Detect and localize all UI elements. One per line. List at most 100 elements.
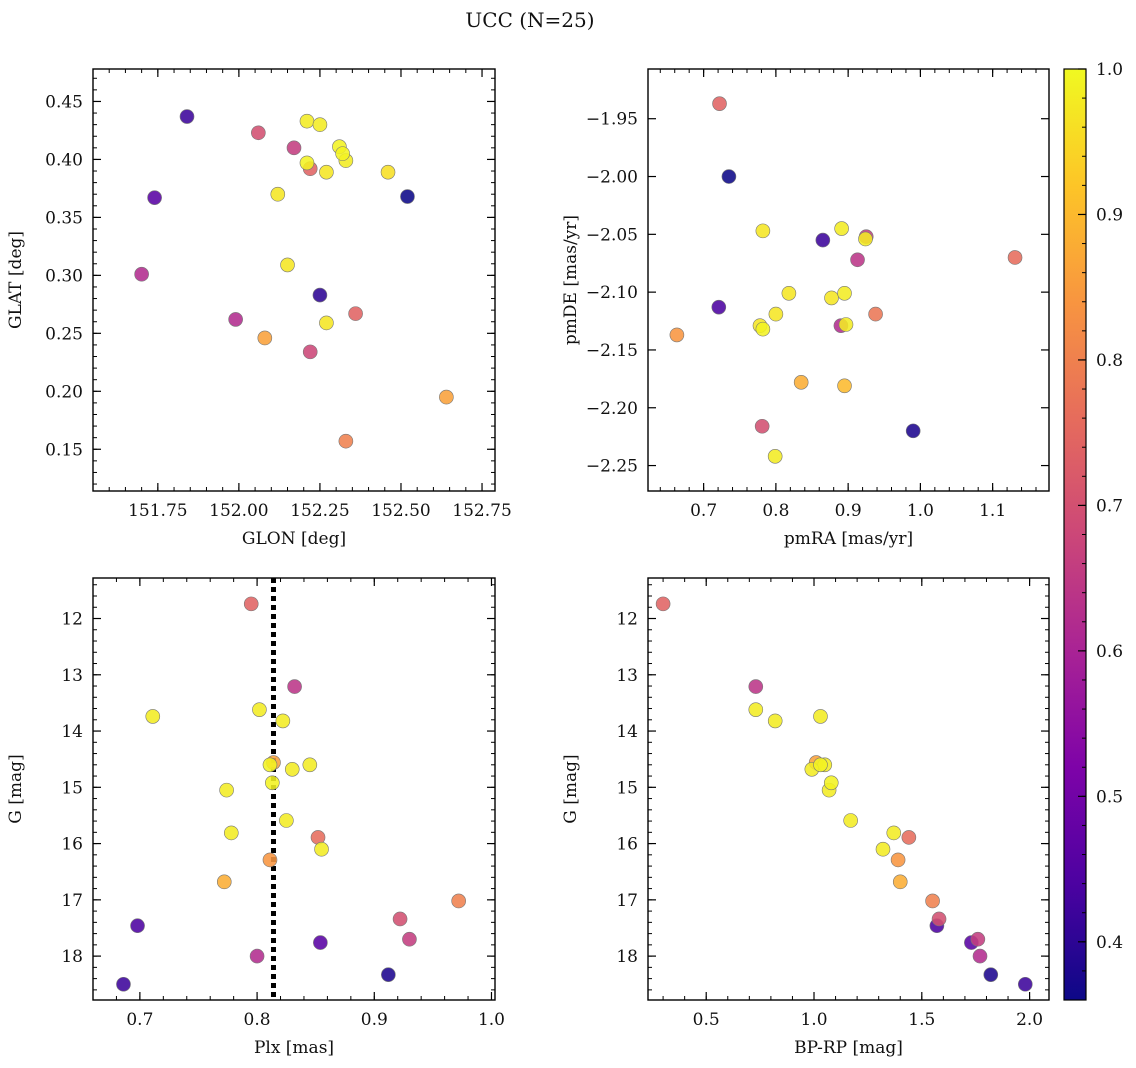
data-point [381,967,396,982]
plot-frame [92,68,496,492]
data-point [284,762,300,777]
minor-ticks [659,69,1037,491]
data-point [314,841,329,857]
x-tick-label: 0.9 [835,501,862,521]
colorbar-gradient [1064,69,1086,1000]
data-point [145,709,161,724]
data-point [338,433,354,449]
y-tick-label: 0.35 [45,208,83,228]
colorbar-tick-label: 0.5 [1096,787,1123,807]
panel-glon-glat: 151.75 152.00 152.25 152.50 152.75 0.15 0.20 0.… [6,68,512,549]
data-point [287,679,302,694]
y-tick-label: 18 [61,947,83,967]
y-tick-label: 17 [61,891,83,911]
data-point [116,976,131,992]
y-tick-label: 18 [616,947,638,967]
x-tick-label: 0.9 [361,1010,388,1030]
x-axis-label: Plx [mas] [254,1038,334,1058]
x-axis-label: pmRA [mas/yr] [784,529,913,549]
x-tick-label: 1.0 [907,501,934,521]
data-point [380,164,396,180]
data-point [243,596,259,612]
panel-plx-g: 0.7 0.8 0.9 1.0 12 13 14 15 16 17 18 Plx [mas] G [ma… [6,577,505,1058]
data-point [223,825,239,841]
y-tick-label: 12 [616,610,638,630]
data-point [901,830,917,845]
data-point [793,375,809,390]
data-point [837,285,852,301]
x-tick-label: 152.25 [290,501,349,521]
x-axis-label: BP-RP [mag] [794,1038,903,1058]
data-point [130,918,145,934]
data-point [843,813,858,828]
data-point [886,825,902,841]
data-point [279,813,294,828]
x-tick-label: 152.75 [452,501,511,521]
plot-frame [92,577,496,1001]
data-point [228,312,243,327]
x-tick-label: 0.7 [690,501,717,521]
data-point [925,893,940,909]
data-point [823,775,839,791]
data-point [1017,976,1033,992]
data-point [302,344,318,360]
colorbar-tick-label: 0.9 [1096,205,1123,225]
y-axis-label: pmDE [mas/yr] [561,215,581,345]
y-tick-label: −2.00 [586,168,638,188]
x-tick-label: 1.0 [800,1010,827,1030]
colorbar-tick-label: 1.0 [1096,60,1123,80]
data-point [392,911,408,927]
data-point [669,327,685,343]
y-tick-label: 17 [616,891,638,911]
data-point [755,321,771,337]
data-point [721,169,737,184]
data-point [838,317,854,332]
data-point [767,713,783,729]
data-point [781,285,797,301]
minor-ticks [648,578,1049,1000]
x-tick-label: 1.5 [908,1010,935,1030]
colorbar-tick-label: 0.4 [1096,933,1123,953]
data-point [837,378,852,394]
data-point [270,186,286,202]
data-point [439,389,454,405]
data-point [216,874,232,890]
data-point [275,713,291,729]
y-tick-label: 0.45 [45,92,83,112]
data-point [813,757,828,773]
data-point [712,96,727,111]
x-axis-label: GLON [deg] [242,529,346,549]
data-point [972,948,988,964]
data-point [767,449,783,464]
x-tick-label: 1.0 [478,1010,505,1030]
y-tick-label: 15 [616,778,638,798]
data-point [754,418,770,434]
data-point [299,155,315,171]
y-tick-label: 13 [61,666,83,686]
data-point [748,702,764,717]
colorbar-tick-label: 0.8 [1096,351,1123,371]
data-point [1007,250,1023,265]
x-tick-label: 0.7 [126,1010,153,1030]
data-point [147,190,162,205]
panel-pmra-pmde: 0.7 0.8 0.9 1.0 1.1 −1.95 −2.00 −2.05 −2.10 −2.15… [561,68,1050,549]
data-point [983,967,999,982]
data-point [299,113,315,129]
y-tick-label: −2.20 [586,399,638,419]
data-point [219,782,234,798]
panel-bprp-g: 0.5 1.0 1.5 2.0 12 13 14 15 16 17 18 BP-RP [mag] G [… [561,577,1050,1058]
x-tick-label: 152.50 [371,501,430,521]
y-tick-label: 0.25 [45,324,83,344]
y-tick-label: −2.15 [586,341,638,361]
y-tick-label: −2.25 [586,457,638,477]
y-tick-label: 0.20 [45,382,83,402]
y-tick-label: −2.05 [586,225,638,245]
data-point [970,931,986,947]
data-point [834,221,849,236]
minor-ticks [92,578,495,1000]
data-point [252,702,267,717]
y-axis-label: GLAT [deg] [6,231,26,329]
data-point [348,306,363,321]
x-tick-label: 0.8 [244,1010,271,1030]
